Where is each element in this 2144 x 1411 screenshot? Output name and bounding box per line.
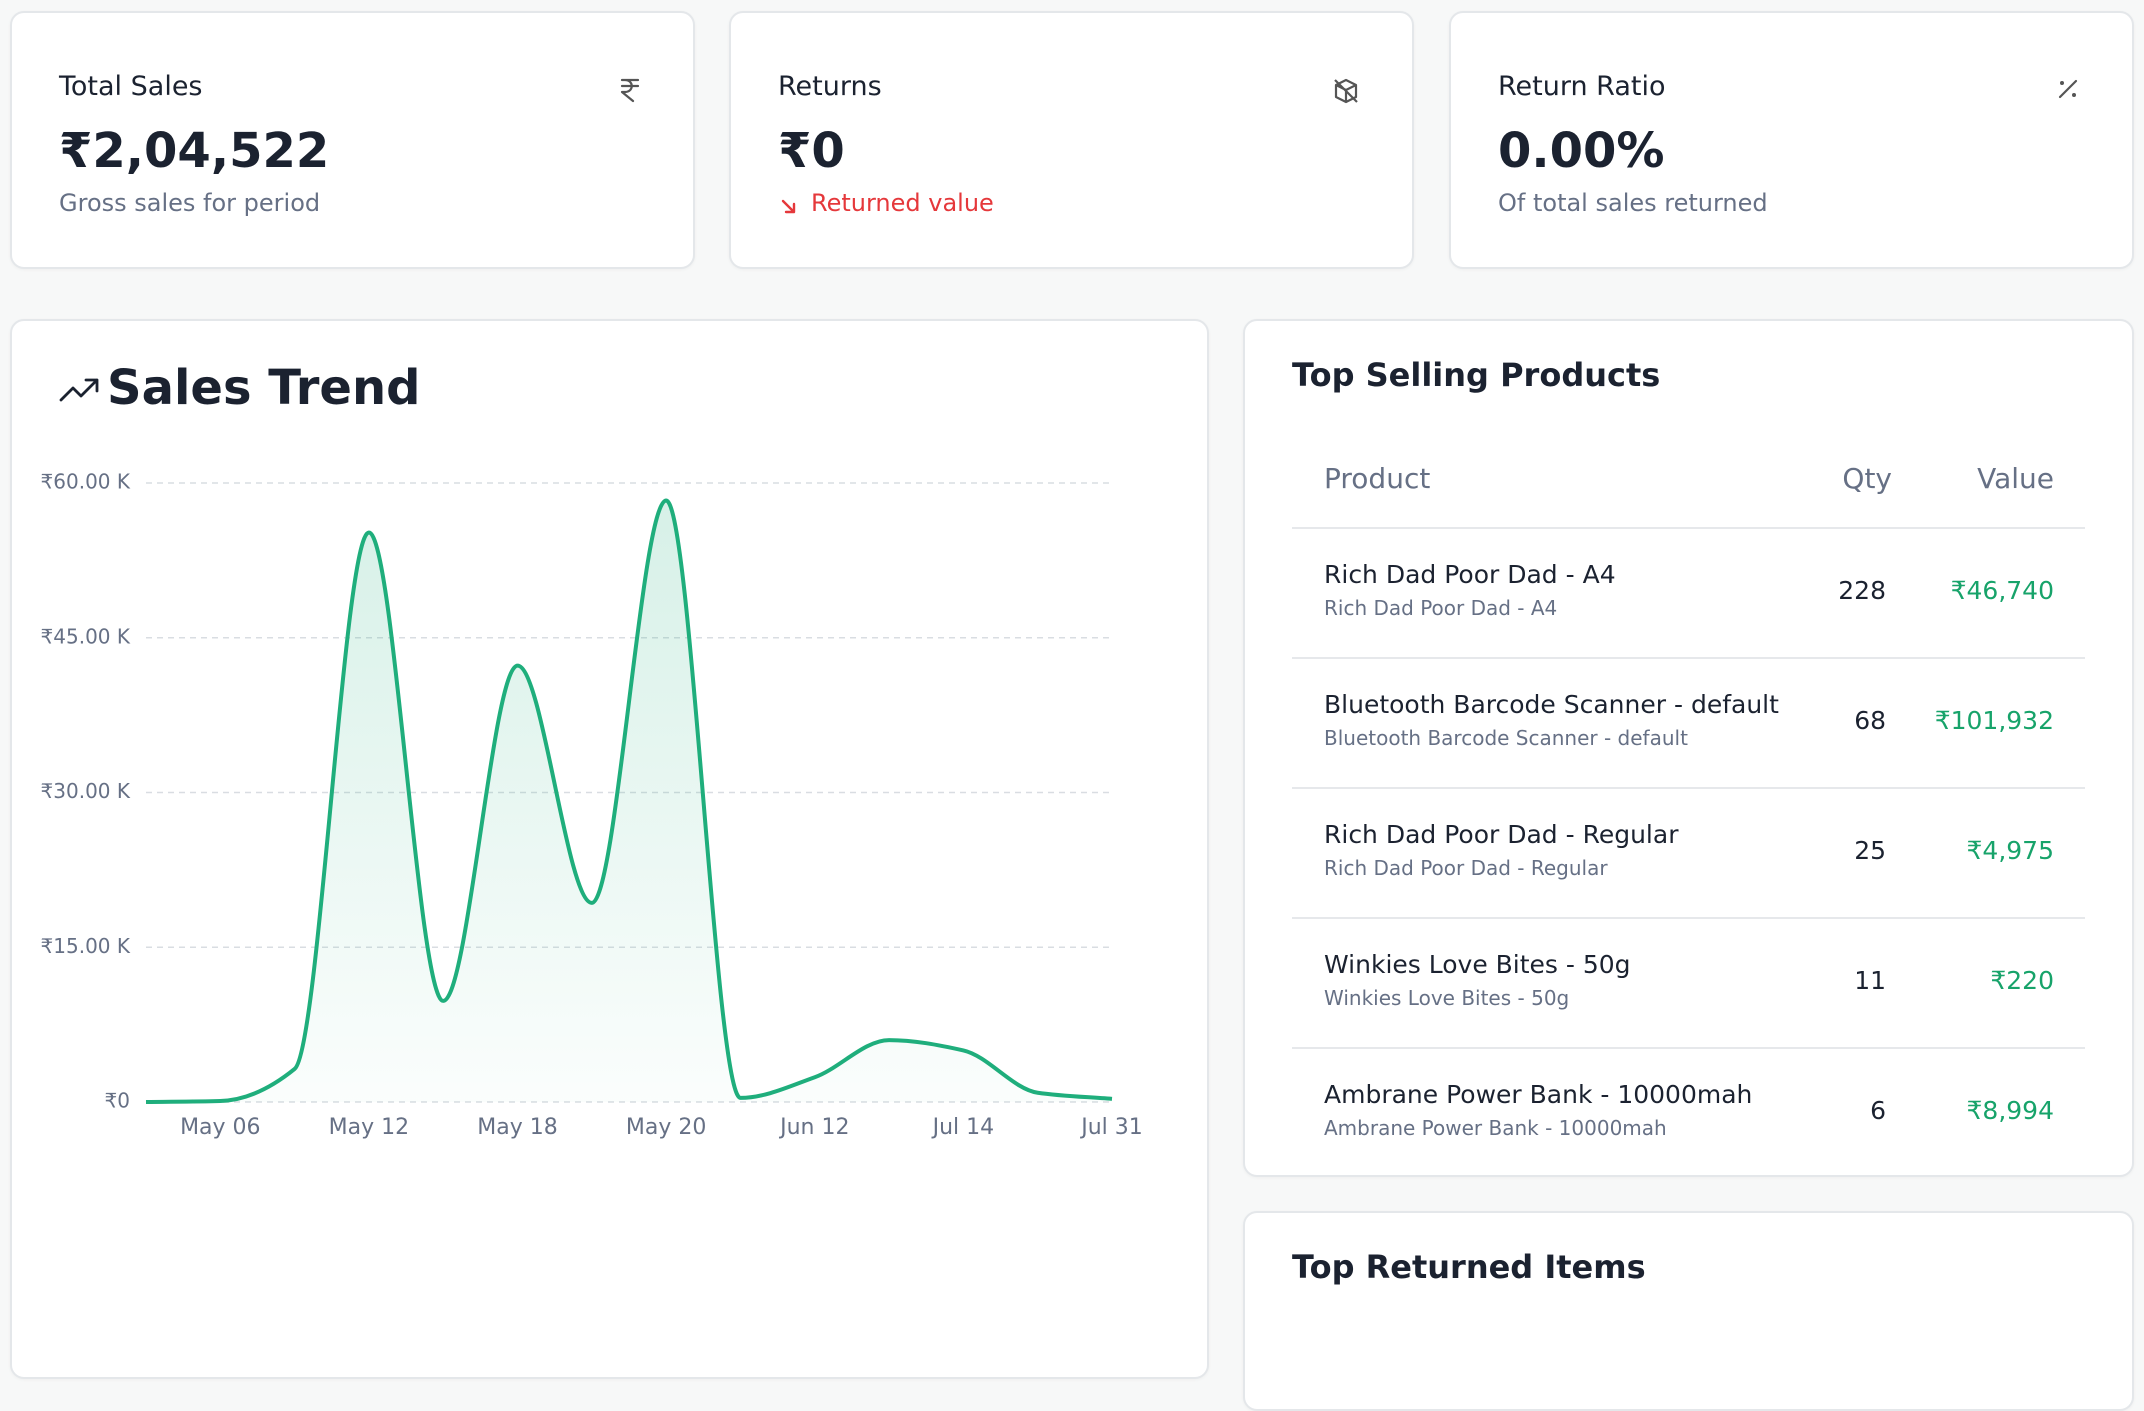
rupee-icon (620, 78, 640, 103)
product-variant: Rich Dad Poor Dad - Regular (1324, 856, 1608, 880)
kpi-card: Returns ₹0 Returned value (729, 11, 1414, 269)
card-subtitle: Returned value (811, 189, 994, 217)
row-divider (1292, 1047, 2085, 1049)
y-tick-label: ₹60.00 K (41, 470, 131, 494)
row-divider (1292, 787, 2085, 789)
x-tick-label: Jul 31 (1079, 1115, 1143, 1140)
area (146, 500, 1112, 1102)
product-name: Winkies Love Bites - 50g (1324, 950, 1631, 979)
chart: Sales Trend ₹0 ₹15.00 K ₹30.00 K ₹45.00 K ₹6… (41, 360, 1143, 1140)
card-subtitle: Of total sales returned (1498, 189, 1768, 217)
card-title: Total Sales (59, 71, 203, 102)
product-value: ₹101,932 (1934, 706, 2054, 735)
product-name: Rich Dad Poor Dad - Regular (1324, 820, 1679, 849)
product-value: ₹220 (1990, 966, 2054, 995)
row-divider (1292, 657, 2085, 659)
header-divider (1292, 527, 2085, 529)
x-tick-label: May 12 (329, 1115, 409, 1140)
kpi-card: Return Ratio 0.00% Of total sales return… (1449, 11, 2134, 269)
product-qty: 25 (1854, 836, 1886, 865)
card-value: ₹0 (778, 123, 845, 179)
y-tick-label: ₹15.00 K (41, 934, 131, 958)
card-subtitle: Gross sales for period (59, 189, 321, 217)
percent-icon (2058, 79, 2078, 99)
card-title: Returns (778, 71, 882, 102)
row-divider (1292, 917, 2085, 919)
trend-icon (59, 378, 99, 402)
product-value: ₹46,740 (1950, 576, 2054, 605)
card-value: ₹2,04,522 (59, 123, 330, 179)
dashboard: Total Sales ₹2,04,522 Gross sales for pe… (10, 11, 2134, 1411)
line (145, 498, 1113, 1104)
x-tick-label: Jul 14 (931, 1115, 995, 1140)
box-off-icon (1334, 78, 1358, 104)
card-title: Return Ratio (1498, 71, 1666, 102)
x-tick-label: May 18 (477, 1115, 557, 1140)
product-name: Bluetooth Barcode Scanner - default (1324, 690, 1779, 719)
section-title: Top Returned Items (1292, 1248, 1646, 1286)
product-value: ₹4,975 (1966, 836, 2054, 865)
column-header: Qty (1842, 462, 1892, 495)
chart-title: Sales Trend (107, 360, 420, 416)
returned-card (1243, 1211, 2134, 1411)
product-variant: Rich Dad Poor Dad - A4 (1324, 596, 1558, 620)
y-tick-label: ₹45.00 K (41, 624, 131, 648)
y-tick-label: ₹30.00 K (41, 779, 131, 803)
product-qty: 68 (1854, 706, 1886, 735)
x-tick-label: May 06 (180, 1115, 260, 1140)
x-tick-label: May 20 (626, 1115, 706, 1140)
down-arrow-icon (781, 199, 796, 214)
product-qty: 228 (1838, 576, 1886, 605)
column-header: Value (1977, 462, 2054, 495)
product-name: Rich Dad Poor Dad - A4 (1324, 560, 1616, 589)
kpi-card: Total Sales ₹2,04,522 Gross sales for pe… (10, 11, 695, 269)
table-card (1243, 319, 2134, 1177)
column-header: Product (1324, 462, 1431, 495)
card-value: 0.00% (1498, 123, 1665, 179)
product-name: Ambrane Power Bank - 10000mah (1324, 1080, 1753, 1109)
product-variant: Ambrane Power Bank - 10000mah (1324, 1116, 1667, 1140)
section-title: Top Selling Products (1292, 356, 1661, 394)
y-tick-label: ₹0 (105, 1089, 130, 1113)
product-value: ₹8,994 (1966, 1096, 2054, 1125)
x-tick-label: Jun 12 (778, 1115, 849, 1140)
product-variant: Winkies Love Bites - 50g (1324, 986, 1570, 1010)
product-qty: 11 (1854, 966, 1886, 995)
product-variant: Bluetooth Barcode Scanner - default (1324, 726, 1688, 750)
product-qty: 6 (1870, 1096, 1886, 1125)
